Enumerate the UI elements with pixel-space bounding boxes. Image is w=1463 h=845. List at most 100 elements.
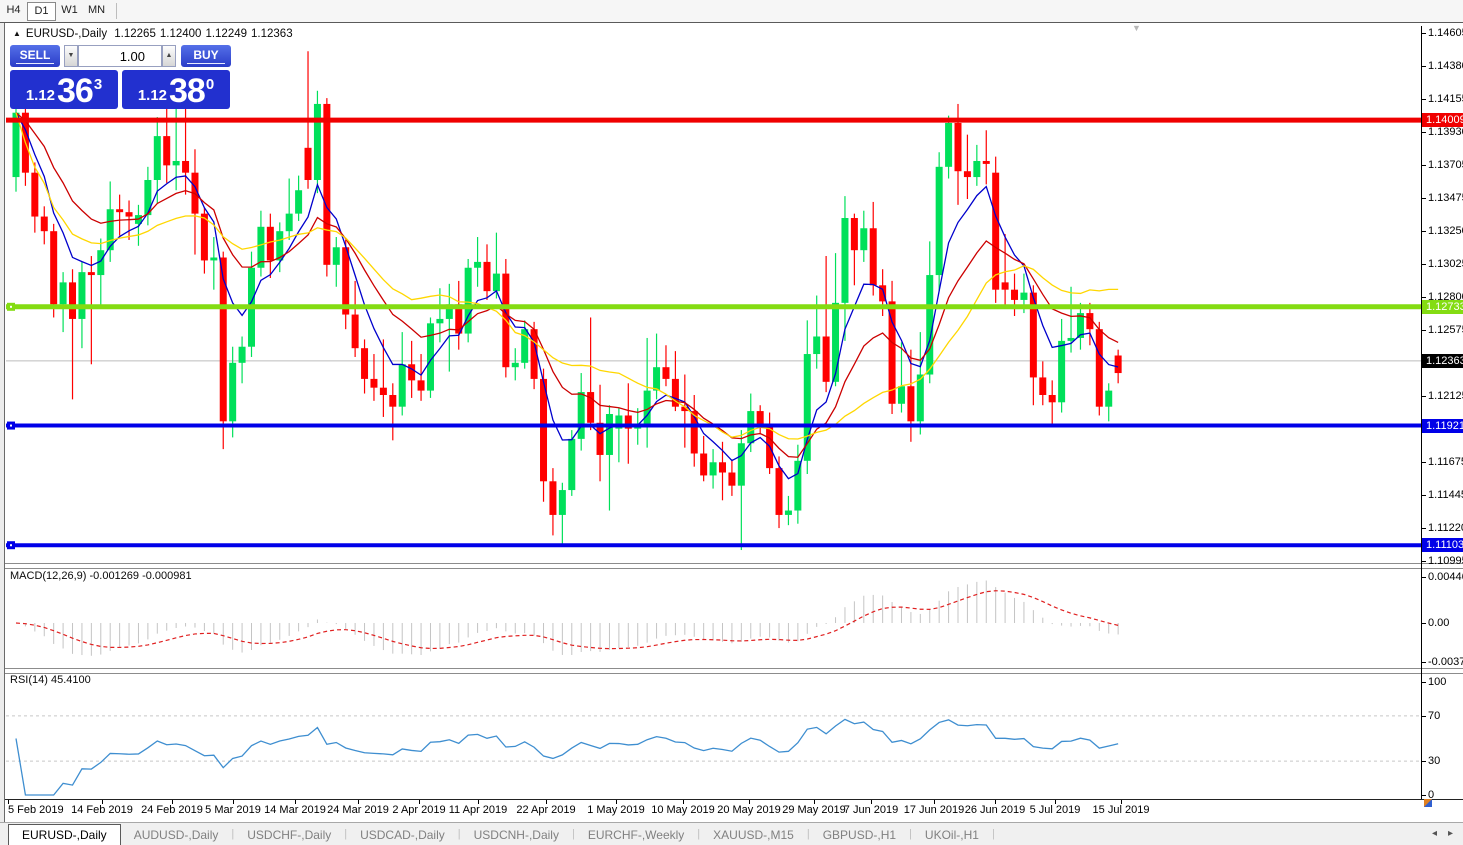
date-axis-tick-mark: [1055, 800, 1056, 804]
macd-axis-tick-mark: [1421, 623, 1426, 624]
chart-tab-usdchf-daily[interactable]: USDCHF-,Daily: [247, 828, 332, 842]
date-axis-label[interactable]: 14 Mar 2019: [264, 804, 326, 816]
date-axis-label[interactable]: 5 Mar 2019: [205, 804, 261, 816]
date-axis-tick-mark: [358, 800, 359, 804]
macd-indicator-label: MACD(12,26,9) -0.001269 -0.000981: [10, 570, 192, 582]
date-axis-label[interactable]: 7 Jun 2019: [843, 804, 899, 816]
price-axis-tick-label[interactable]: 1.12125: [1428, 389, 1463, 402]
date-axis-tick-mark: [683, 800, 684, 804]
tab-separator: |: [991, 828, 995, 840]
price-axis-tick-label[interactable]: 1.13475: [1428, 192, 1463, 205]
price-axis-tick-label[interactable]: 1.11675: [1428, 455, 1463, 468]
timeframe-tab-mn[interactable]: MN: [87, 4, 106, 16]
chart-shift-marker-icon[interactable]: ▼: [1132, 23, 1141, 33]
date-axis-label[interactable]: 5 Feb 2019: [8, 804, 64, 816]
date-axis-label[interactable]: 17 Jun 2019: [903, 804, 965, 816]
macd-axis-tick-label[interactable]: 0.004465: [1428, 570, 1463, 583]
date-axis-label[interactable]: 14 Feb 2019: [71, 804, 133, 816]
date-axis-label[interactable]: 15 Jul 2019: [1092, 804, 1150, 816]
pane-splitter[interactable]: [5, 563, 1463, 569]
tabs-scroll-left-icon[interactable]: ◂: [1432, 828, 1438, 839]
macd-axis-tick-label[interactable]: -0.003715: [1428, 655, 1463, 668]
chart-tab-ukoil-h1[interactable]: UKOil-,H1: [924, 828, 979, 842]
price-axis-tick-label[interactable]: 1.13025: [1428, 258, 1463, 271]
date-axis-tick-mark: [172, 800, 173, 804]
collapse-panel-icon[interactable]: ▲: [13, 29, 21, 38]
chart-tab-eurchf-weekly[interactable]: EURCHF-,Weekly: [587, 828, 685, 842]
buy-button[interactable]: BUY: [181, 45, 231, 67]
date-axis-label[interactable]: 20 May 2019: [717, 804, 781, 816]
ohlc-low: 1.12249: [205, 28, 248, 40]
price-axis-tick-label[interactable]: 1.13250: [1428, 225, 1463, 238]
ohlc-high: 1.12400: [159, 28, 202, 40]
axis-corner-icon: [1424, 799, 1432, 807]
chart-tab-gbpusd-h1[interactable]: GBPUSD-,H1: [822, 828, 897, 842]
date-axis-label[interactable]: 2 Apr 2019: [392, 804, 446, 816]
price-axis-tick-label[interactable]: 1.13930: [1428, 125, 1463, 138]
rsi-axis-tick-mark: [1421, 795, 1426, 796]
chart-tabs: EURUSD-,Daily AUDUSD-,Daily | USDCHF-,Daily…: [8, 824, 995, 845]
buy-price-tile[interactable]: 1.12 38 0: [122, 70, 230, 109]
date-axis-label[interactable]: 24 Feb 2019: [141, 804, 203, 816]
timeframe-tab-d1[interactable]: D1: [27, 2, 56, 21]
chart-tab-audusd-daily[interactable]: AUDUSD-,Daily: [133, 828, 219, 842]
date-axis-tick-mark: [8, 800, 9, 804]
rsi-axis-tick-label[interactable]: 70: [1428, 709, 1441, 722]
price-axis-tick-label[interactable]: 1.11445: [1428, 489, 1463, 502]
chart-tab-usdcnh-daily[interactable]: USDCNH-,Daily: [473, 828, 559, 842]
price-axis-tick-label[interactable]: 1.10995: [1428, 554, 1463, 567]
chart-tab-eurusd-daily[interactable]: EURUSD-,Daily: [8, 824, 121, 845]
date-axis-tick-mark: [934, 800, 935, 804]
rsi-axis-tick-label[interactable]: 0: [1428, 789, 1435, 801]
buy-underline: [187, 63, 225, 64]
date-axis-tick-mark: [814, 800, 815, 804]
price-badge-1.11103: 1.11103: [1422, 538, 1463, 553]
timeframe-tab-w1[interactable]: W1: [61, 4, 78, 16]
date-axis-label[interactable]: 5 Jul 2019: [1029, 804, 1081, 816]
chart-symbol-label: EURUSD-,Daily: [25, 28, 108, 40]
price-axis-tick-label[interactable]: 1.14380: [1428, 59, 1463, 72]
window-top-border: [0, 22, 1463, 23]
price-badge-1.14009: 1.14009: [1422, 113, 1463, 128]
price-axis-tick-label[interactable]: 1.11220: [1428, 522, 1463, 535]
date-axis-label[interactable]: 22 Apr 2019: [516, 804, 576, 816]
timeframe-tab-h4[interactable]: H4: [6, 4, 21, 16]
date-axis-label[interactable]: 1 May 2019: [587, 804, 645, 816]
date-axis-label[interactable]: 10 May 2019: [651, 804, 715, 816]
macd-values: -0.001269 -0.000981: [89, 570, 192, 582]
macd-indicator-canvas[interactable]: [6, 567, 1421, 668]
tabs-scroll-right-icon[interactable]: ▸: [1448, 828, 1454, 839]
buy-price-big: 38: [169, 72, 206, 110]
volume-increase-icon[interactable]: ▲: [162, 45, 176, 67]
ma-slow-yellow: [15, 112, 1119, 440]
price-axis-tick-mark: [1421, 329, 1426, 331]
date-axis-label[interactable]: 29 May 2019: [782, 804, 846, 816]
rsi-axis-tick-label[interactable]: 100: [1428, 676, 1447, 688]
price-chart-canvas[interactable]: [6, 26, 1421, 563]
rsi-indicator-label: RSI(14) 45.4100: [10, 674, 91, 686]
sell-price-tile[interactable]: 1.12 36 3: [10, 70, 118, 109]
tab-separator: |: [457, 828, 461, 840]
chart-tab-usdcad-daily[interactable]: USDCAD-,Daily: [360, 828, 445, 842]
volume-input[interactable]: [78, 45, 162, 67]
rsi-axis-tick-mark: [1421, 715, 1426, 717]
pane-splitter[interactable]: [5, 668, 1463, 674]
price-axis-tick-label[interactable]: 1.14605: [1428, 27, 1463, 39]
price-axis-tick-label[interactable]: 1.13705: [1428, 158, 1463, 171]
price-axis-tick-label[interactable]: 1.12575: [1428, 323, 1463, 336]
date-axis-label[interactable]: 11 Apr 2019: [448, 804, 508, 816]
rsi-axis-tick-label[interactable]: 30: [1428, 755, 1441, 768]
timeframe-tabs: H4 D1 W1 MN: [0, 0, 1463, 21]
price-axis-tick-label[interactable]: 1.14155: [1428, 92, 1463, 105]
ma-mid-red: [15, 112, 1119, 458]
date-axis[interactable]: [5, 799, 1463, 822]
date-axis-label[interactable]: 26 Jun 2019: [964, 804, 1026, 816]
macd-axis-tick-label[interactable]: 0.00: [1428, 617, 1450, 629]
rsi-indicator-canvas[interactable]: [6, 672, 1421, 798]
chart-tab-xauusd-m15[interactable]: XAUUSD-,M15: [713, 828, 794, 842]
date-axis-label[interactable]: 24 Mar 2019: [327, 804, 389, 816]
tab-separator: |: [909, 828, 912, 840]
buy-price-sup: 0: [205, 76, 215, 93]
sell-button[interactable]: SELL: [10, 45, 60, 67]
volume-decrease-icon[interactable]: ▼: [64, 45, 78, 67]
